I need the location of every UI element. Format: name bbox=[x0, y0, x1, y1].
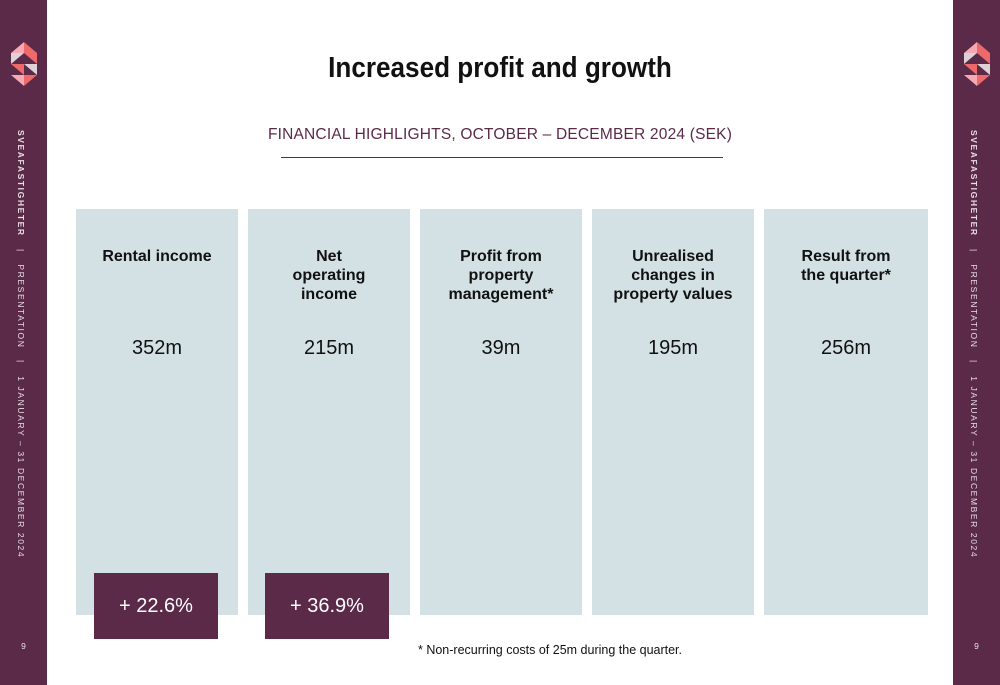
highlight-card-unrealised-changes: Unrealised changes in property values 19… bbox=[592, 209, 754, 615]
highlight-label: Net operating income bbox=[292, 248, 366, 303]
highlight-value: 215m bbox=[303, 337, 355, 359]
sidebar-caption: SVEAFASTIGHETER | PRESENTATION | 1 JANUA… bbox=[969, 130, 979, 558]
sidebar-separator: | bbox=[969, 360, 979, 365]
highlight-card-rental-income: Rental income 352m bbox=[76, 209, 238, 615]
right-sidebar: SVEAFASTIGHETER | PRESENTATION | 1 JANUA… bbox=[953, 0, 1000, 685]
sidebar-separator: | bbox=[16, 360, 26, 365]
page-number: 9 bbox=[974, 641, 979, 651]
highlight-value: 195m bbox=[647, 337, 699, 359]
change-badge-net-operating-income: + 36.9% bbox=[265, 573, 389, 639]
sveafastigheter-logo-icon bbox=[11, 42, 37, 86]
highlight-card-net-operating-income: Net operating income 215m bbox=[248, 209, 410, 615]
sveafastigheter-logo-icon bbox=[964, 42, 990, 86]
highlight-card-profit-from-property-management: Profit from property management* 39m bbox=[420, 209, 582, 615]
sidebar-separator: | bbox=[969, 248, 979, 253]
sidebar-brand: SVEAFASTIGHETER bbox=[16, 130, 26, 237]
sidebar-brand: SVEAFASTIGHETER bbox=[969, 130, 979, 237]
sidebar-period: 1 JANUARY – 31 DECEMBER 2024 bbox=[16, 376, 26, 559]
highlight-label: Rental income bbox=[102, 248, 212, 265]
slide-subtitle: FINANCIAL HIGHLIGHTS, OCTOBER – DECEMBER… bbox=[267, 126, 733, 143]
highlight-label: Profit from property management* bbox=[448, 248, 554, 303]
sidebar-section: PRESENTATION bbox=[969, 264, 979, 349]
highlight-value: 352m bbox=[131, 337, 183, 359]
highlight-card-result-from-quarter: Result from the quarter* 256m bbox=[764, 209, 928, 615]
slide-title: Increased profit and growth bbox=[328, 52, 672, 84]
highlight-label: Unrealised changes in property values bbox=[613, 248, 733, 303]
highlight-value: 256m bbox=[820, 337, 872, 359]
change-badge-rental-income: + 22.6% bbox=[94, 573, 218, 639]
sidebar-period: 1 JANUARY – 31 DECEMBER 2024 bbox=[969, 376, 979, 559]
highlight-label: Result from the quarter* bbox=[801, 248, 891, 284]
highlight-value: 39m bbox=[481, 337, 521, 359]
left-sidebar: SVEAFASTIGHETER | PRESENTATION | 1 JANUA… bbox=[0, 0, 47, 685]
subtitle-underline bbox=[281, 157, 723, 158]
footnote: * Non-recurring costs of 25m during the … bbox=[417, 643, 683, 657]
sidebar-separator: | bbox=[16, 248, 26, 253]
page-number: 9 bbox=[21, 641, 26, 651]
sidebar-section: PRESENTATION bbox=[16, 264, 26, 349]
sidebar-caption: SVEAFASTIGHETER | PRESENTATION | 1 JANUA… bbox=[16, 130, 26, 558]
